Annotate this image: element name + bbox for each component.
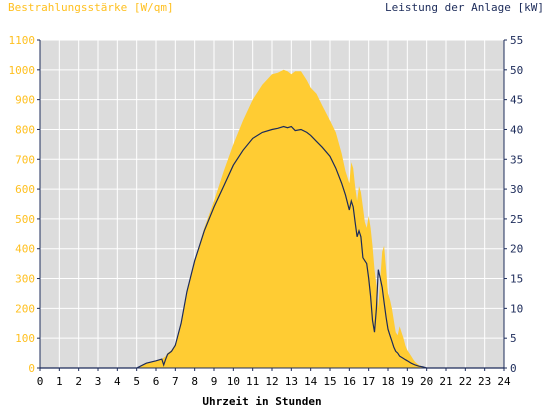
right-tick-label: 50 [510,64,523,77]
right-tick-label: 55 [510,34,523,47]
x-tick-label: 0 [37,375,44,388]
x-tick-label: 5 [133,375,140,388]
left-tick-label: 0 [28,362,35,375]
x-tick-label: 1 [56,375,63,388]
right-tick-label: 25 [510,213,523,226]
x-tick-label: 3 [95,375,102,388]
x-tick-label: 2 [75,375,82,388]
right-tick-label: 10 [510,302,523,315]
left-tick-label: 1100 [9,34,36,47]
left-tick-label: 800 [15,123,35,136]
left-tick-label: 500 [15,213,35,226]
left-axis-title: Bestrahlungsstärke [W/qm] [8,1,174,14]
x-tick-label: 8 [191,375,198,388]
x-tick-label: 6 [153,375,160,388]
x-tick-label: 11 [246,375,259,388]
x-tick-label: 7 [172,375,179,388]
x-tick-label: 22 [459,375,472,388]
x-tick-label: 21 [439,375,452,388]
x-tick-label: 10 [227,375,240,388]
left-tick-labels: 0 100 200 300 400 500 600 700 800 900 1000 1100 [9,34,40,375]
x-tick-label: 16 [343,375,356,388]
right-tick-label: 0 [510,362,517,375]
x-tick-label: 13 [285,375,298,388]
x-tick-labels: 0 1 2 3 4 5 6 7 8 9 10 11 12 13 14 15 16 17 18 19 20 21 22 23 24 [37,368,511,388]
right-tick-label: 20 [510,243,523,256]
x-tick-label: 9 [211,375,218,388]
x-tick-label: 14 [304,375,318,388]
left-tick-label: 300 [15,273,35,286]
right-tick-label: 45 [510,94,523,107]
right-tick-label: 5 [510,332,517,345]
right-tick-labels: 0 5 10 15 20 25 30 35 40 45 50 55 [504,34,523,375]
irradiance-area [40,69,504,369]
left-tick-label: 1000 [9,64,36,77]
left-tick-label: 100 [15,332,35,345]
x-axis-title: Uhrzeit in Stunden [202,395,321,408]
x-tick-label: 23 [478,375,491,388]
right-axis-title: Leistung der Anlage [kW] [385,1,544,14]
x-tick-label: 24 [497,375,511,388]
power-line [40,125,504,369]
left-tick-label: 400 [15,243,35,256]
x-tick-label: 18 [381,375,394,388]
x-tick-label: 12 [265,375,278,388]
right-tick-label: 35 [510,153,523,166]
x-tick-label: 15 [323,375,336,388]
right-tick-label: 40 [510,123,523,136]
left-tick-label: 700 [15,153,35,166]
left-tick-label: 900 [15,94,35,107]
x-tick-label: 20 [420,375,433,388]
left-tick-label: 600 [15,183,35,196]
x-tick-label: 19 [401,375,414,388]
x-tick-label: 17 [362,375,375,388]
right-tick-label: 15 [510,273,523,286]
right-tick-label: 30 [510,183,523,196]
left-tick-label: 200 [15,302,35,315]
x-tick-label: 4 [114,375,121,388]
